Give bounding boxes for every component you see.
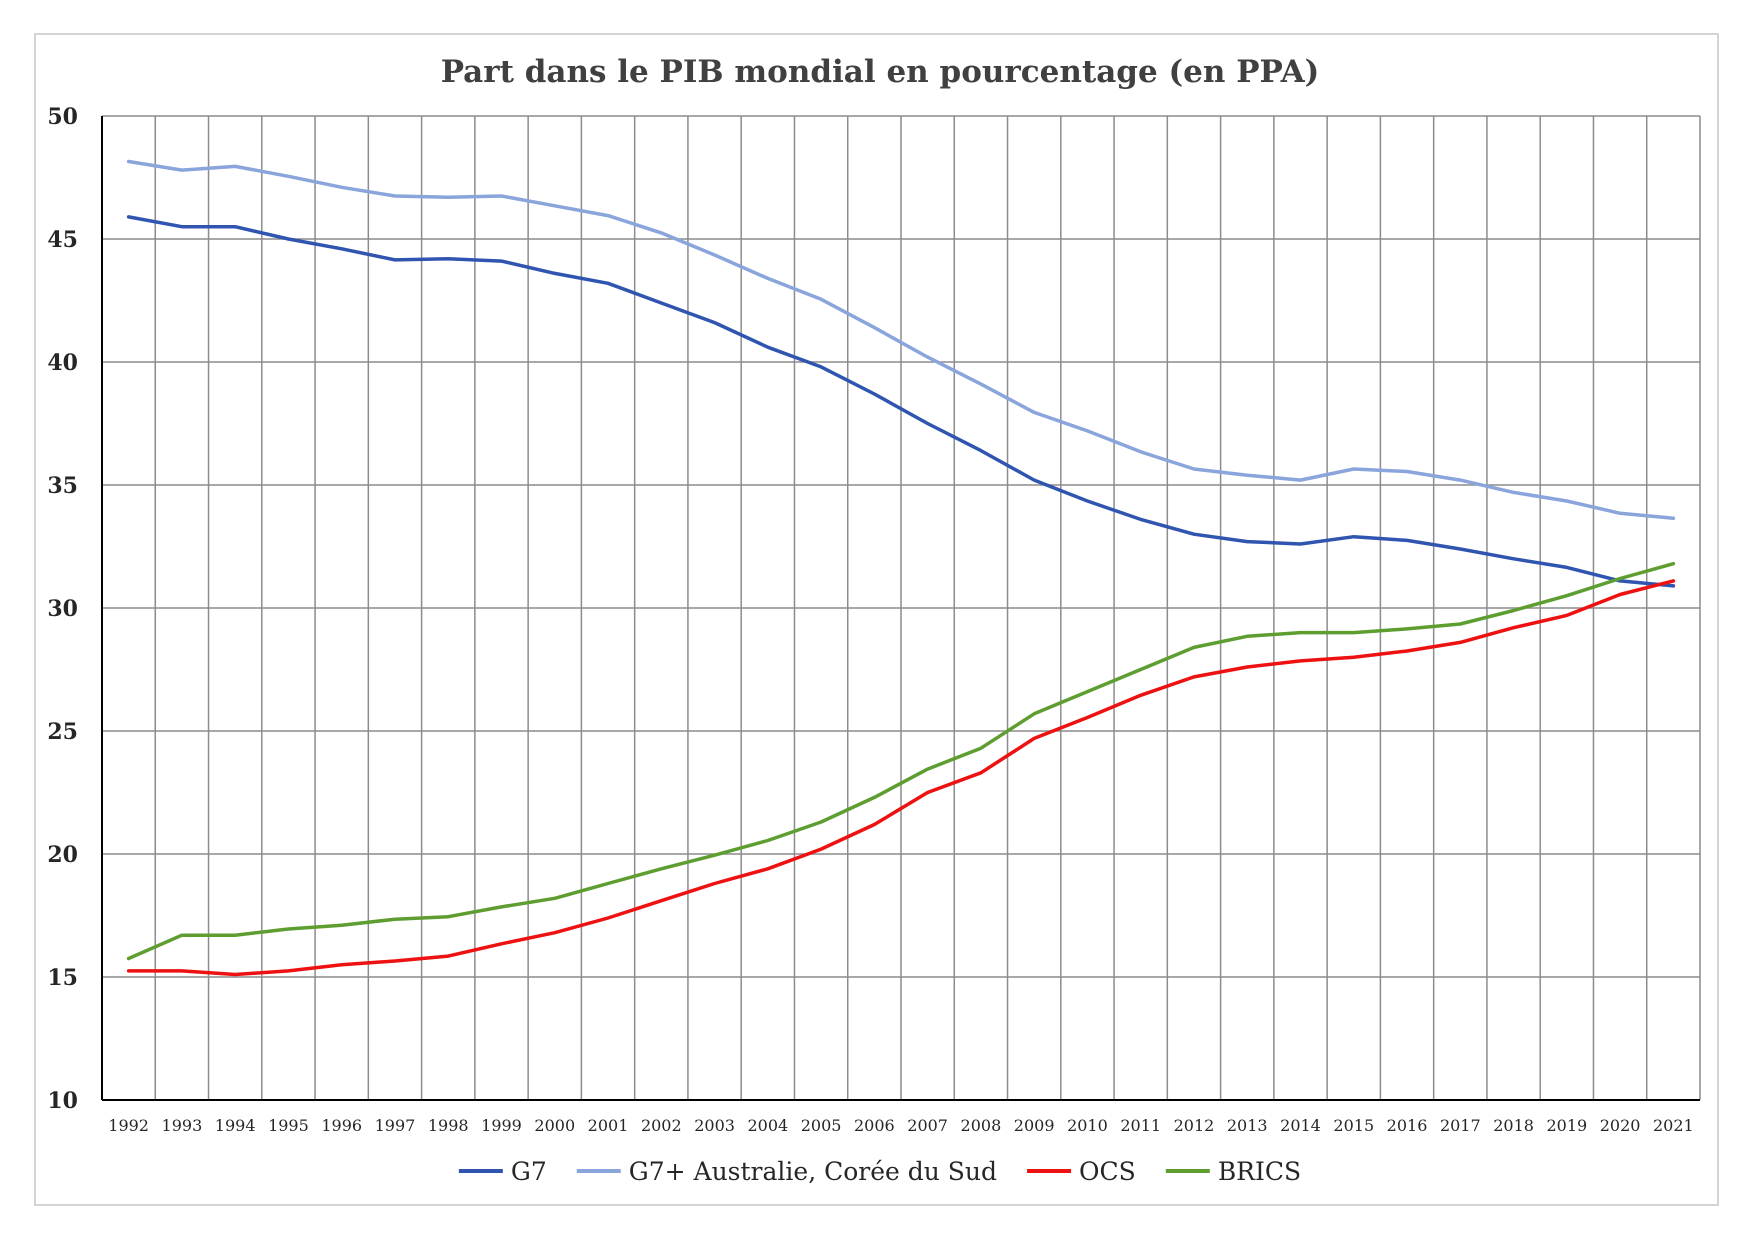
x-tick-label: 2004 bbox=[747, 1116, 788, 1135]
series-lines bbox=[126, 159, 1676, 977]
y-axis-tick-labels: 10 15 20 25 30 35 40 45 50 bbox=[47, 104, 78, 1114]
x-tick-label: 2020 bbox=[1600, 1116, 1641, 1135]
legend-label: G7+ Australie, Corée du Sud bbox=[629, 1157, 997, 1186]
x-tick-label: 2013 bbox=[1227, 1116, 1268, 1135]
x-tick-label: 1994 bbox=[215, 1116, 256, 1135]
x-tick-label: 1998 bbox=[428, 1116, 469, 1135]
x-tick-label: 2006 bbox=[854, 1116, 895, 1135]
y-tick-label: 30 bbox=[47, 596, 78, 622]
chart-title: Part dans le PIB mondial en pourcentage … bbox=[441, 54, 1320, 90]
y-tick-label: 45 bbox=[47, 227, 78, 253]
grid-lines bbox=[102, 115, 1701, 1100]
x-tick-label: 2017 bbox=[1440, 1116, 1481, 1135]
x-tick-label: 2015 bbox=[1333, 1116, 1374, 1135]
y-tick-label: 35 bbox=[47, 473, 78, 499]
y-tick-label: 50 bbox=[47, 104, 78, 130]
x-tick-label: 1992 bbox=[108, 1116, 149, 1135]
x-tick-label: 2019 bbox=[1546, 1116, 1587, 1135]
x-tick-label: 2002 bbox=[641, 1116, 682, 1135]
series-line-0 bbox=[126, 215, 1676, 588]
x-tick-label: 2001 bbox=[588, 1116, 629, 1135]
y-tick-label: 40 bbox=[47, 350, 78, 376]
x-tick-label: 2005 bbox=[801, 1116, 842, 1135]
x-tick-label: 2003 bbox=[694, 1116, 735, 1135]
x-tick-label: 2008 bbox=[961, 1116, 1002, 1135]
series-line-3 bbox=[126, 561, 1676, 961]
y-tick-label: 20 bbox=[47, 842, 78, 868]
x-tick-label: 2011 bbox=[1120, 1116, 1161, 1135]
x-tick-label: 2018 bbox=[1493, 1116, 1534, 1135]
x-tick-label: 1993 bbox=[162, 1116, 203, 1135]
legend: G7 G7+ Australie, Corée du Sud OCS BRICS bbox=[458, 1157, 1301, 1186]
legend-label: BRICS bbox=[1218, 1157, 1301, 1186]
x-tick-label: 2009 bbox=[1014, 1116, 1055, 1135]
x-tick-label: 1997 bbox=[375, 1116, 416, 1135]
y-tick-label: 10 bbox=[47, 1088, 78, 1114]
y-tick-label: 25 bbox=[47, 719, 78, 745]
x-tick-label: 1995 bbox=[268, 1116, 309, 1135]
x-tick-label: 2014 bbox=[1280, 1116, 1321, 1135]
series-line-1 bbox=[126, 159, 1676, 520]
legend-label: G7 bbox=[511, 1157, 547, 1186]
x-tick-label: 1996 bbox=[321, 1116, 362, 1135]
x-tick-label: 2012 bbox=[1174, 1116, 1215, 1135]
x-axis-tick-labels: 1992 1993 1994 1995 1996 1997 1998 1999 2000 2001… bbox=[108, 1116, 1693, 1135]
series-line-2 bbox=[126, 579, 1676, 977]
x-tick-label: 2021 bbox=[1653, 1116, 1694, 1135]
x-tick-label: 2010 bbox=[1067, 1116, 1108, 1135]
x-tick-label: 2007 bbox=[907, 1116, 948, 1135]
y-tick-label: 15 bbox=[47, 965, 78, 991]
axes bbox=[101, 116, 1700, 1101]
x-tick-label: 2016 bbox=[1387, 1116, 1428, 1135]
x-tick-label: 1999 bbox=[481, 1116, 522, 1135]
legend-label: OCS bbox=[1079, 1157, 1136, 1186]
x-tick-label: 2000 bbox=[534, 1116, 575, 1135]
